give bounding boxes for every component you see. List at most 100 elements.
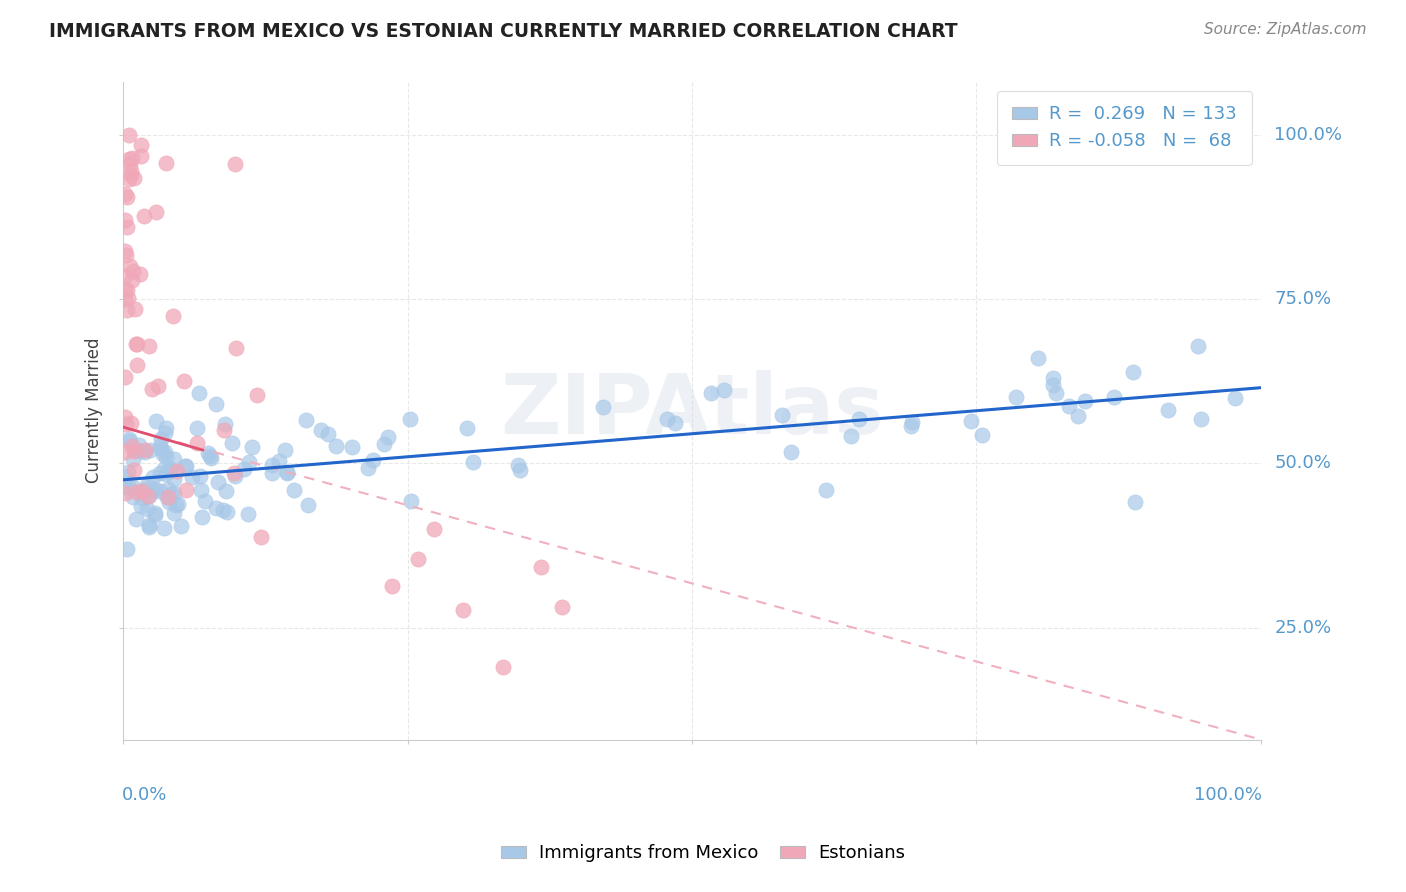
Point <box>406 551 429 566</box>
Point <box>456 421 478 435</box>
Point <box>451 602 474 616</box>
Point <box>381 579 404 593</box>
Point <box>114 369 136 384</box>
Point <box>657 412 679 426</box>
Point <box>283 483 305 497</box>
Point <box>240 440 263 454</box>
Point <box>136 489 159 503</box>
Point <box>506 458 529 472</box>
Point <box>165 498 187 512</box>
Point <box>118 128 141 142</box>
Legend: R =  0.269   N = 133, R = -0.058   N =  68: R = 0.269 N = 133, R = -0.058 N = 68 <box>997 91 1251 165</box>
Point <box>139 443 162 458</box>
Point <box>246 388 269 402</box>
Point <box>160 462 183 476</box>
Point <box>114 292 136 306</box>
Point <box>150 432 173 446</box>
Point <box>713 383 735 397</box>
Point <box>267 453 290 467</box>
Point <box>340 441 363 455</box>
Point <box>142 470 165 484</box>
Point <box>114 213 136 227</box>
Point <box>198 449 221 463</box>
Point <box>155 467 177 481</box>
Point <box>276 466 298 480</box>
Point <box>153 445 176 459</box>
Point <box>215 484 238 499</box>
Point <box>311 423 333 437</box>
Point <box>1187 339 1209 353</box>
Text: 100.0%: 100.0% <box>1274 126 1343 144</box>
Point <box>262 466 284 480</box>
Point <box>530 559 553 574</box>
Point <box>125 358 148 372</box>
Point <box>357 460 380 475</box>
Point <box>780 445 803 459</box>
Point <box>399 412 422 426</box>
Point <box>260 458 283 473</box>
Point <box>149 439 172 453</box>
Point <box>125 337 148 351</box>
Point <box>121 272 143 286</box>
Point <box>225 341 247 355</box>
Point <box>143 506 166 520</box>
Point <box>124 337 146 351</box>
Point <box>128 438 150 452</box>
Point <box>1122 365 1144 379</box>
Point <box>214 417 236 431</box>
Point <box>114 469 136 483</box>
Point <box>121 151 143 165</box>
Point <box>155 421 177 435</box>
Text: ZIPAtlas: ZIPAtlas <box>501 370 884 451</box>
Point <box>972 428 994 442</box>
Point <box>120 417 142 431</box>
Point <box>156 482 179 496</box>
Point <box>141 484 163 499</box>
Point <box>117 465 139 479</box>
Point <box>1189 412 1212 426</box>
Point <box>174 483 197 498</box>
Point <box>1104 390 1126 404</box>
Point <box>118 172 141 186</box>
Point <box>157 462 180 476</box>
Point <box>212 503 235 517</box>
Point <box>900 418 922 433</box>
Point <box>399 493 422 508</box>
Point <box>122 480 145 494</box>
Point <box>839 428 862 442</box>
Point <box>276 466 298 480</box>
Point <box>115 220 138 235</box>
Point <box>250 531 273 545</box>
Point <box>145 205 167 219</box>
Point <box>901 415 924 429</box>
Point <box>117 302 139 317</box>
Text: 0.0%: 0.0% <box>122 786 167 804</box>
Point <box>191 509 214 524</box>
Text: 100.0%: 100.0% <box>1194 786 1261 804</box>
Point <box>187 386 209 401</box>
Point <box>138 339 160 353</box>
Point <box>115 190 138 204</box>
Point <box>118 259 141 273</box>
Point <box>1042 377 1064 392</box>
Point <box>143 508 166 522</box>
Point <box>115 248 138 262</box>
Point <box>274 442 297 457</box>
Point <box>146 379 169 393</box>
Point <box>509 463 531 477</box>
Point <box>492 660 515 674</box>
Point <box>1067 409 1090 424</box>
Point <box>224 156 246 170</box>
Point <box>156 490 179 504</box>
Point <box>129 138 152 153</box>
Point <box>173 458 195 473</box>
Point <box>205 397 228 411</box>
Point <box>1225 392 1247 406</box>
Text: 25.0%: 25.0% <box>1274 619 1331 637</box>
Point <box>170 519 193 533</box>
Point <box>1074 394 1097 409</box>
Point <box>117 432 139 446</box>
Point <box>125 442 148 457</box>
Point <box>131 491 153 505</box>
Point <box>131 483 153 498</box>
